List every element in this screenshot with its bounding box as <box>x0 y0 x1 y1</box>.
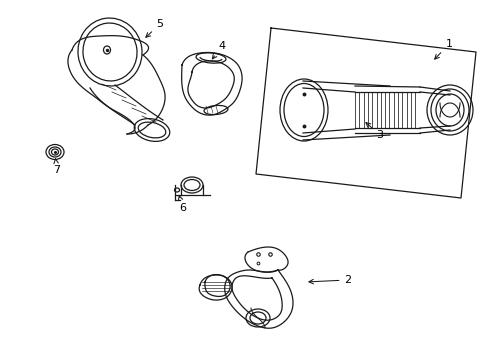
Text: 2: 2 <box>308 275 351 285</box>
Text: 1: 1 <box>434 39 451 59</box>
Text: 3: 3 <box>365 123 383 140</box>
Text: 6: 6 <box>178 196 186 213</box>
Text: 4: 4 <box>212 41 225 59</box>
Text: 5: 5 <box>145 19 163 37</box>
Text: 7: 7 <box>53 159 61 175</box>
